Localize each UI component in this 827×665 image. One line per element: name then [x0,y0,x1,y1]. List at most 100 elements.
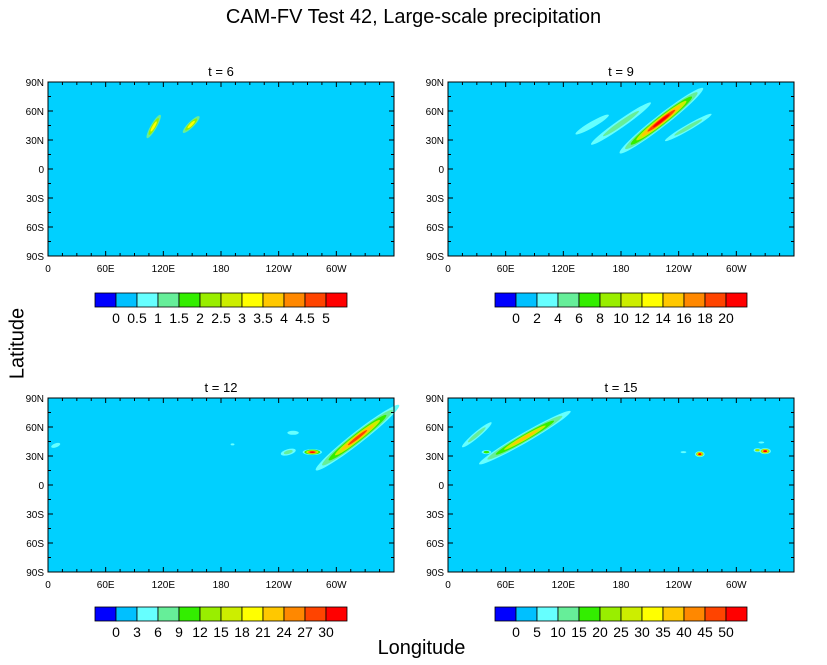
colorbar-label: 6 [575,310,583,326]
colorbar-box [199,292,222,308]
y-tick-label: 60N [426,423,444,434]
colorbar-box [704,292,727,308]
precip-feature [287,430,299,435]
x-tick-label: 60E [497,580,515,591]
colorbar-label: 30 [318,624,334,640]
colorbar-label: 3 [133,624,141,640]
colorbar-box [220,606,243,622]
colorbar-box [94,606,117,622]
precip-feature [755,449,760,452]
y-tick-label: 0 [438,165,444,176]
colorbar-box [725,292,748,308]
x-tick-label: 180 [213,264,230,275]
panel-2: t = 90 60E 120E 180 120W 60W90N60N30N030S60S9… [426,64,795,326]
precip-feature [51,442,61,448]
colorbar-label: 3.5 [253,310,273,326]
panel-1: t = 6 0 60E 120E 180 120W 60W 90N 60N 30N 0 30S 60S 9… [26,64,395,326]
colorbar-label: 15 [571,624,587,640]
colorbar-box [557,292,580,308]
x-tick-label: 60E [97,264,115,275]
y-tick-label: 60N [426,107,444,118]
colorbar-box [704,606,727,622]
colorbar-label: 21 [255,624,271,640]
map-field [448,82,794,256]
x-tick-label: 120E [552,580,576,591]
y-tick-label: 60S [426,539,444,550]
colorbar-label: 50 [718,624,734,640]
panel-title: t = 12 [205,380,238,395]
y-tick-label: 90N [426,394,444,405]
y-tick-label: 90S [426,568,444,579]
panel-title: t = 15 [605,380,638,395]
colorbar-label: 18 [697,310,713,326]
colorbar-label: 15 [213,624,229,640]
colorbar-label: 4 [280,310,288,326]
colorbar-label: 5 [322,310,330,326]
colorbar-label: 4.5 [295,310,315,326]
precip-feature [483,450,490,454]
y-tick-label: 90S [26,252,44,263]
colorbar-box [283,606,306,622]
colorbar-label: 30 [634,624,650,640]
x-tick-label: 60W [326,580,347,591]
colorbar-box [599,606,622,622]
colorbar-box [494,292,517,308]
precip-feature [347,430,368,446]
x-tick-label: 120E [552,264,576,275]
y-tick-label: 60N [26,423,44,434]
colorbar-box [178,606,201,622]
precip-feature [674,119,703,136]
x-tick-label: 60E [97,580,115,591]
y-tick-label: 30S [26,510,44,521]
y-tick-label: 60S [26,539,44,550]
colorbar-label: 0 [512,624,520,640]
precip-feature [653,114,670,128]
colorbar-label: 25 [613,624,629,640]
colorbar-label: 2 [196,310,204,326]
colorbar-label: 35 [655,624,671,640]
colorbar-label: 10 [550,624,566,640]
y-tick-label: 90N [26,394,44,405]
precip-feature [512,430,538,445]
y-tick-label: 30N [26,136,44,147]
colorbar-box [220,292,243,308]
y-tick-label: 0 [38,481,44,492]
colorbar-box [725,606,748,622]
x-tick-label: 120W [666,580,693,591]
colorbar-label: 8 [596,310,604,326]
colorbar-box [662,292,685,308]
colorbar-box [494,606,517,622]
panel-4: t = 15 0 60E 120E 180 120W 60W 90N 60N 30N 0 30S 60S… [426,380,795,640]
x-tick-label: 180 [213,580,230,591]
x-tick-label: 0 [45,264,51,275]
y-tick-label: 60S [426,223,444,234]
colorbar-label: 2 [533,310,541,326]
colorbar-label: 27 [297,624,313,640]
precip-feature [698,453,702,456]
precip-feature [763,450,768,453]
precip-feature [602,110,640,137]
colorbar-box [620,606,643,622]
colorbar-label: 0 [112,624,120,640]
x-tick-label: 60W [726,264,747,275]
colorbar-box [115,606,138,622]
x-tick-label: 60W [726,580,747,591]
colorbar-label: 40 [676,624,692,640]
colorbar-box [178,292,201,308]
colorbar-label: 5 [533,624,541,640]
colorbar-box [578,606,601,622]
y-tick-label: 30N [426,452,444,463]
y-tick-label: 30N [426,136,444,147]
colorbar-label: 45 [697,624,713,640]
colorbar-label: 14 [655,310,671,326]
colorbar-label: 2.5 [211,310,231,326]
precip-feature [150,121,157,132]
colorbar-label: 1 [154,310,162,326]
colorbar-box [599,292,622,308]
panel-3: t = 120 60E 120E 180 120W 60W90N60N30N030S60S… [26,380,400,640]
colorbar-box [241,606,264,622]
colorbar-box [304,606,327,622]
x-tick-label: 0 [45,580,51,591]
x-tick-label: 120E [152,264,176,275]
x-tick-label: 120E [152,580,176,591]
